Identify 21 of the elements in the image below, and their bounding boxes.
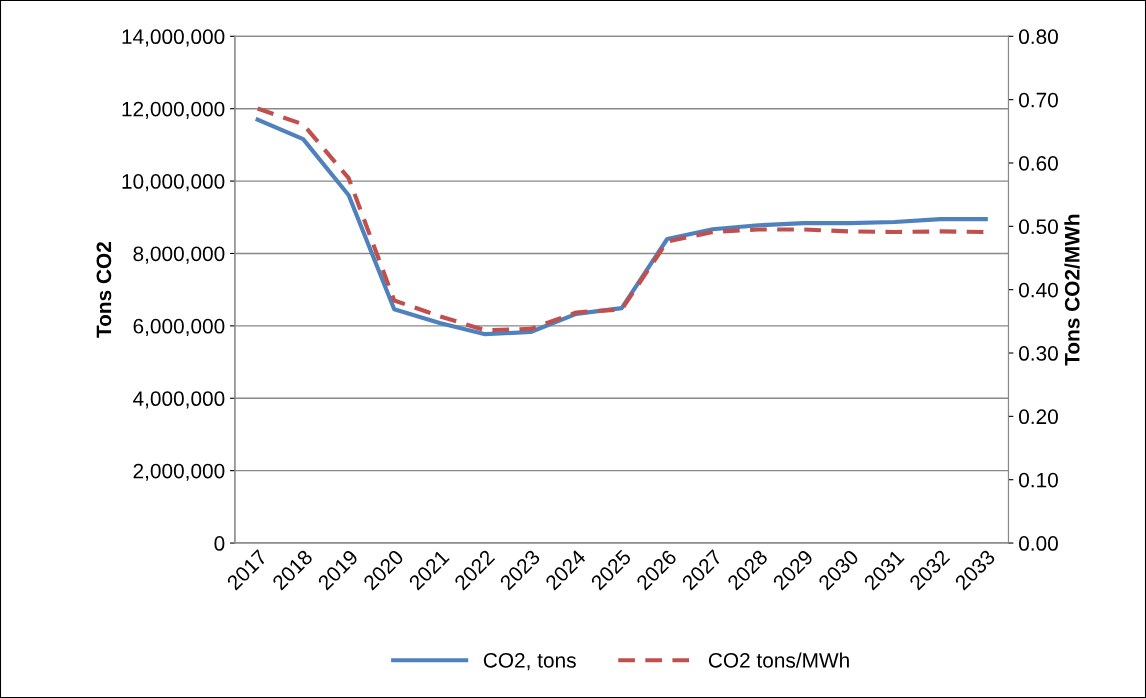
y2-tick-label: 0.50 xyxy=(1019,219,1058,235)
y2-tick-label: 0.80 xyxy=(1019,29,1058,45)
y2-tick-label: 0.20 xyxy=(1019,409,1058,425)
y2-tick-label: 0.30 xyxy=(1019,346,1058,361)
y-tick-label: 0 xyxy=(214,536,225,551)
y2-axis-title: Tons CO2/MWh xyxy=(1064,214,1080,366)
legend-label: CO2 tons/MWh xyxy=(708,652,849,668)
legend-label: CO2, tons xyxy=(483,652,576,671)
y-tick-label: 14,000,000 xyxy=(122,29,225,47)
y2-tick-label: 0.40 xyxy=(1019,282,1058,298)
y-tick-label: 12,000,000 xyxy=(122,101,225,119)
y-axis-title: Tons CO2 xyxy=(96,242,112,338)
y2-tick-label: 0.70 xyxy=(1019,92,1058,108)
y2-tick-label: 0.10 xyxy=(1019,472,1058,488)
y-tick-label: 2,000,000 xyxy=(133,463,225,481)
y2-tick-label: 0.00 xyxy=(1019,536,1058,551)
y2-tick-label: 0.60 xyxy=(1019,155,1058,171)
y-tick-label: 8,000,000 xyxy=(133,246,225,264)
y-tick-label: 6,000,000 xyxy=(133,318,225,337)
y-tick-label: 10,000,000 xyxy=(122,174,225,192)
y-tick-label: 4,000,000 xyxy=(133,391,225,409)
